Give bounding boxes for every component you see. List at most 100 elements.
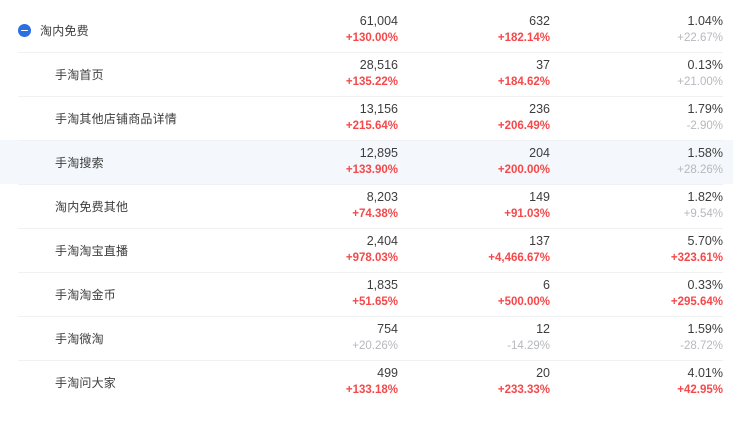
metric-value: 5.70%	[687, 234, 723, 248]
metric-delta: +28.26%	[677, 164, 723, 176]
metric-delta: +133.18%	[345, 384, 398, 396]
metric-cell: 1.04% +22.67%	[562, 8, 733, 52]
metric-delta: +21.00%	[677, 76, 723, 88]
metric-value: 37	[536, 58, 550, 72]
metric-value: 12,895	[359, 146, 398, 160]
metric-delta: +215.64%	[345, 120, 398, 132]
metric-cell: 632 +182.14%	[410, 8, 562, 52]
metric-delta: -2.90%	[686, 120, 723, 132]
metric-value: 12	[536, 322, 550, 336]
row-label-cell: 手淘淘金币	[0, 272, 330, 316]
table-row[interactable]: 淘内免费其他 8,203 +74.38% 149 +91.03% 1.82% +9.54%	[0, 184, 733, 228]
circle-minus-icon[interactable]	[18, 23, 31, 37]
metric-value: 0.33%	[687, 278, 723, 292]
metric-delta: +206.49%	[497, 120, 550, 132]
metric-value: 1,835	[366, 278, 398, 292]
row-label: 手淘首页	[55, 67, 104, 82]
metric-delta: +135.22%	[345, 76, 398, 88]
metric-cell: 12,895 +133.90%	[318, 140, 410, 184]
metric-delta: +323.61%	[670, 252, 723, 264]
metric-value: 236	[529, 102, 550, 116]
row-label-cell: 手淘首页	[0, 52, 330, 96]
metric-cell: 8,203 +74.38%	[318, 184, 410, 228]
metric-delta: +184.62%	[497, 76, 550, 88]
metric-delta: +500.00%	[497, 296, 550, 308]
metric-value: 20	[536, 366, 550, 380]
metric-cell: 1.79% -2.90%	[562, 96, 733, 140]
metric-cell: 137 +4,466.67%	[410, 228, 562, 272]
metric-delta: +295.64%	[670, 296, 723, 308]
metric-cell: 61,004 +130.00%	[318, 8, 410, 52]
row-label: 淘内免费	[40, 23, 89, 38]
metric-cell: 5.70% +323.61%	[562, 228, 733, 272]
row-label: 淘内免费其他	[55, 199, 129, 214]
metric-cell: 499 +133.18%	[318, 360, 410, 404]
metric-delta: +91.03%	[504, 208, 550, 220]
metric-value: 0.13%	[687, 58, 723, 72]
metric-cell: 0.33% +295.64%	[562, 272, 733, 316]
row-label: 手淘搜索	[55, 155, 104, 170]
metric-value: 8,203	[366, 190, 398, 204]
table-row[interactable]: 淘内免费 61,004 +130.00% 632 +182.14% 1.04% +22.67…	[0, 8, 733, 52]
metric-delta: +51.65%	[352, 296, 398, 308]
metric-cell: 149 +91.03%	[410, 184, 562, 228]
metric-cell: 37 +184.62%	[410, 52, 562, 96]
metric-cell: 6 +500.00%	[410, 272, 562, 316]
metric-delta: -28.72%	[680, 340, 723, 352]
metric-value: 2,404	[366, 234, 398, 248]
metric-delta: +233.33%	[497, 384, 550, 396]
metric-delta: +9.54%	[683, 208, 723, 220]
row-label-cell: 淘内免费其他	[0, 184, 330, 228]
metric-value: 754	[377, 322, 398, 336]
row-label: 手淘其他店铺商品详情	[55, 111, 178, 126]
metric-cell: 12 -14.29%	[410, 316, 562, 360]
metric-delta: +130.00%	[345, 32, 398, 44]
metric-delta: +20.26%	[352, 340, 398, 352]
metric-cell: 236 +206.49%	[410, 96, 562, 140]
table-row[interactable]: 手淘首页 28,516 +135.22% 37 +184.62% 0.13% +21.00%	[0, 52, 733, 96]
metric-value: 4.01%	[687, 366, 723, 380]
metric-delta: +74.38%	[352, 208, 398, 220]
metric-delta: +22.67%	[677, 32, 723, 44]
metric-value: 137	[529, 234, 550, 248]
metric-delta: +133.90%	[345, 164, 398, 176]
metric-cell: 1,835 +51.65%	[318, 272, 410, 316]
metric-value: 1.58%	[687, 146, 723, 160]
row-label-cell: 手淘淘宝直播	[0, 228, 330, 272]
metric-delta: +182.14%	[497, 32, 550, 44]
metric-cell: 1.58% +28.26%	[562, 140, 733, 184]
table-row[interactable]: 手淘微淘 754 +20.26% 12 -14.29% 1.59% -28.72%	[0, 316, 733, 360]
row-label: 手淘问大家	[55, 375, 117, 390]
metric-delta: +4,466.67%	[488, 252, 550, 264]
metric-cell: 1.82% +9.54%	[562, 184, 733, 228]
row-label: 手淘淘宝直播	[55, 243, 129, 258]
row-label: 手淘微淘	[55, 331, 104, 346]
metric-cell: 2,404 +978.03%	[318, 228, 410, 272]
metric-value: 1.79%	[687, 102, 723, 116]
metric-cell: 754 +20.26%	[318, 316, 410, 360]
metric-value: 204	[529, 146, 550, 160]
metric-delta: +42.95%	[677, 384, 723, 396]
metric-cell: 4.01% +42.95%	[562, 360, 733, 404]
table-row[interactable]: 手淘其他店铺商品详情 13,156 +215.64% 236 +206.49% 1.79%…	[0, 96, 733, 140]
row-label-cell: 淘内免费	[0, 8, 330, 52]
table-row[interactable]: 手淘淘宝直播 2,404 +978.03% 137 +4,466.67% 5.70% +32…	[0, 228, 733, 272]
metric-value: 1.04%	[687, 14, 723, 28]
row-label-cell: 手淘搜索	[0, 140, 330, 184]
metric-value: 13,156	[359, 102, 398, 116]
metric-cell: 1.59% -28.72%	[562, 316, 733, 360]
metric-value: 149	[529, 190, 550, 204]
metric-cell: 20 +233.33%	[410, 360, 562, 404]
metric-cell: 13,156 +215.64%	[318, 96, 410, 140]
table-row[interactable]: 手淘淘金币 1,835 +51.65% 6 +500.00% 0.33% +295.64%	[0, 272, 733, 316]
metric-value: 28,516	[359, 58, 398, 72]
metric-value: 1.82%	[687, 190, 723, 204]
table-row[interactable]: 手淘搜索 12,895 +133.90% 204 +200.00% 1.58% +28.26…	[0, 140, 733, 184]
metric-cell: 0.13% +21.00%	[562, 52, 733, 96]
row-label-cell: 手淘微淘	[0, 316, 330, 360]
row-label-cell: 手淘问大家	[0, 360, 330, 404]
row-label-cell: 手淘其他店铺商品详情	[0, 96, 330, 140]
table-row[interactable]: 手淘问大家 499 +133.18% 20 +233.33% 4.01% +42.95%	[0, 360, 733, 404]
metric-value: 499	[377, 366, 398, 380]
